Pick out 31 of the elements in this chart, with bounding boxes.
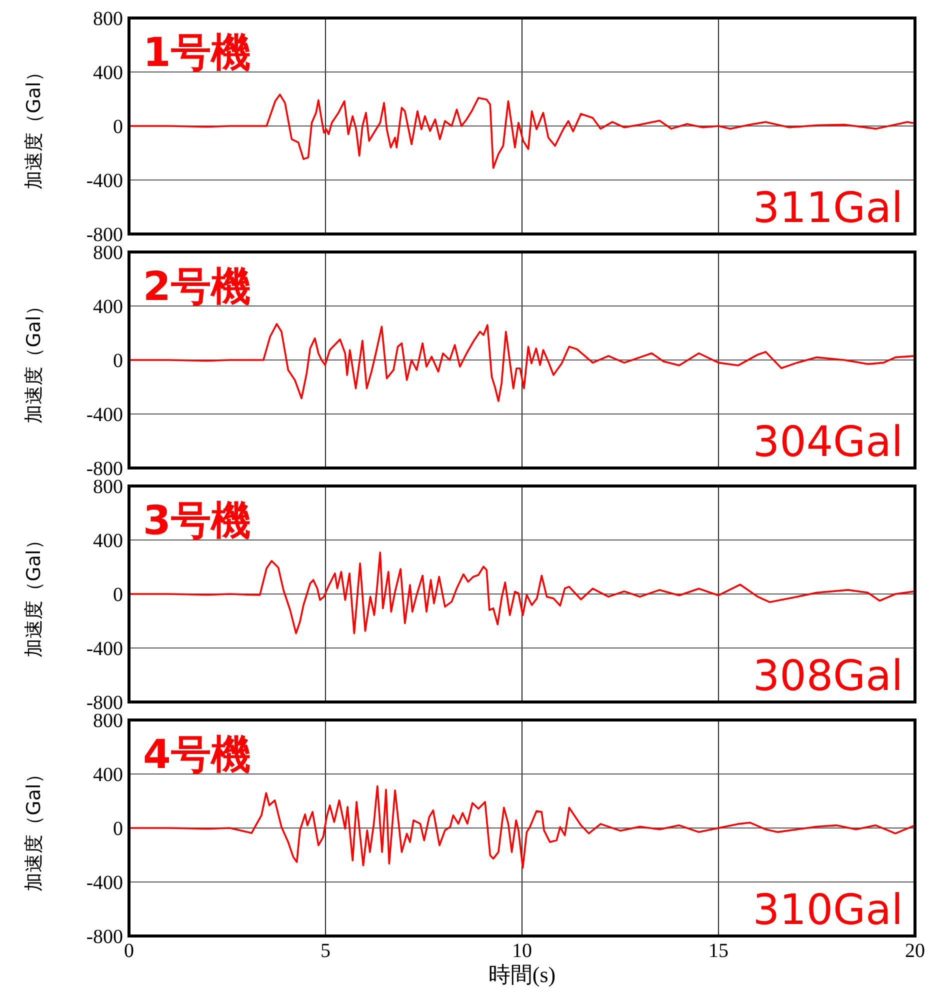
annotation: 304Gal: [752, 417, 903, 466]
y-tick-label: 0: [113, 350, 123, 372]
x-tick-label: 15: [708, 940, 728, 962]
y-tick-label: 0: [113, 116, 123, 138]
chart-title: 4号機: [143, 732, 251, 778]
y-tick-label: 0: [113, 818, 123, 840]
y-tick-label: -800: [86, 926, 123, 948]
y-axis-title: 加速度（Gal）: [23, 296, 45, 424]
x-axis-title: 時間(s): [488, 962, 556, 987]
y-axis-title: 加速度（Gal）: [23, 530, 45, 658]
chart-title: 1号機: [143, 30, 251, 76]
y-tick-label: -400: [86, 872, 123, 894]
chart-title: 2号機: [143, 264, 251, 310]
y-tick-label: -400: [86, 638, 123, 660]
annotation: 311Gal: [752, 183, 903, 232]
y-tick-label: 400: [93, 764, 123, 786]
y-axis-title: 加速度（Gal）: [23, 62, 45, 190]
y-tick-label: 0: [113, 584, 123, 606]
y-axis-title: 加速度（Gal）: [23, 764, 45, 892]
x-tick-label: 20: [905, 940, 925, 962]
y-tick-label: -400: [86, 170, 123, 192]
y-tick-label: 400: [93, 296, 123, 318]
y-tick-label: 400: [93, 62, 123, 84]
annotation: 310Gal: [752, 885, 903, 934]
annotation: 308Gal: [752, 651, 903, 700]
y-tick-label: -400: [86, 404, 123, 426]
y-tick-label: 800: [93, 8, 123, 30]
x-tick-label: 5: [320, 940, 330, 962]
chart-title: 3号機: [143, 498, 251, 544]
y-tick-label: 400: [93, 530, 123, 552]
x-tick-label: 10: [512, 940, 532, 962]
